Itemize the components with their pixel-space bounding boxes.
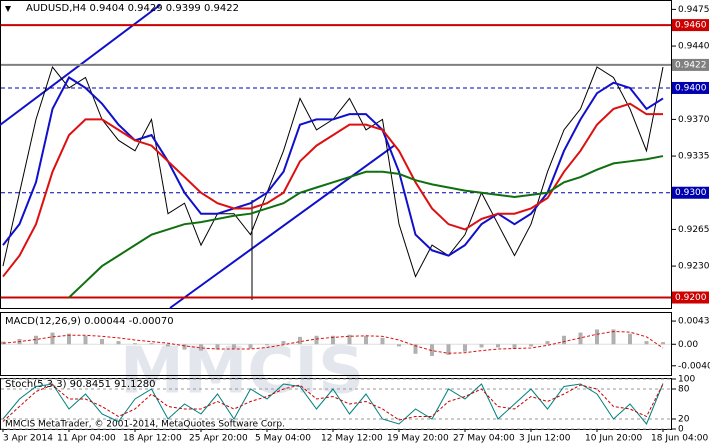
macd-bar	[413, 344, 418, 354]
stoch-panel	[0, 378, 672, 430]
macd-panel	[0, 312, 672, 376]
macd-bar	[215, 344, 220, 350]
level-box	[672, 291, 709, 304]
macd-bar	[314, 335, 319, 345]
macd-bar	[512, 344, 517, 349]
level-label: 0.9300	[675, 188, 707, 198]
macd-bar	[529, 344, 533, 347]
x-tick-label: 3 Jun 12:00	[519, 434, 571, 444]
y-tick-label: 0.9440	[678, 42, 710, 52]
macd-bar	[182, 344, 187, 350]
macd-bar	[661, 342, 665, 345]
macd-bar	[628, 333, 632, 345]
panel-title: Stoch(5,3,3) 90.8451 91.1280	[5, 379, 156, 390]
macd-bar	[463, 344, 467, 352]
macd-bar	[562, 335, 566, 345]
macd-bar	[644, 341, 649, 345]
x-tick-label: 10 Jun 20:00	[585, 434, 642, 444]
x-tick-label: 11 Apr 04:00	[57, 434, 116, 444]
macd-bar	[232, 344, 236, 349]
macd-bar	[67, 333, 71, 345]
macd-bar	[248, 344, 253, 349]
macd-bar	[298, 336, 302, 345]
macd-bar	[199, 344, 203, 351]
series-line	[68, 155, 664, 299]
macd-bar	[83, 335, 88, 345]
macd-bar	[446, 344, 451, 355]
x-tick-label: 18 Jun 04:00	[651, 434, 708, 444]
level-label: 0.9200	[675, 293, 707, 303]
y-tick-label: 0.9230	[678, 262, 710, 272]
trend-line	[169, 144, 396, 309]
level-label: 0.9422	[675, 60, 707, 70]
macd-bar	[364, 335, 368, 345]
level-box	[672, 186, 709, 199]
macd-bar	[133, 343, 137, 345]
series-line	[2, 76, 664, 257]
macd-bar	[611, 329, 616, 345]
x-tick-label: 5 May 04:00	[255, 434, 311, 444]
y-tick-label: 100	[678, 375, 695, 385]
macd-bar	[430, 344, 434, 356]
macd-bar	[380, 337, 385, 345]
macd-bar	[149, 343, 154, 345]
macd-bar	[100, 338, 104, 345]
y-tick-label: 0	[678, 425, 684, 435]
x-tick-label: 12 May 12:00	[321, 434, 383, 444]
y-tick-label: 0.9335	[678, 152, 710, 162]
panel-title: MACD(12,26,9) 0.00044 -0.00070	[5, 316, 174, 327]
watermark: MMCIS	[120, 335, 364, 409]
macd-bar	[347, 334, 352, 345]
macd-bar	[281, 341, 286, 345]
macd-bar	[265, 344, 269, 346]
macd-bar	[595, 329, 599, 345]
y-tick-label: 20	[678, 415, 690, 425]
macd-bar	[397, 344, 401, 347]
macd-bar	[331, 335, 335, 345]
level-box	[672, 58, 709, 71]
macd-bar	[578, 332, 583, 345]
footer: MMCIS MetaTrader, © 2001-2014, MetaQuote…	[5, 420, 285, 430]
level-box	[672, 19, 709, 32]
x-tick-label: 25 Apr 20:00	[189, 434, 248, 444]
x-tick-label: 3 Apr 2014	[3, 434, 53, 444]
panel-title: AUDUSD,H4 0.9404 0.9429 0.9399 0.9422	[26, 3, 239, 14]
y-tick-label: 0.00	[678, 340, 698, 350]
x-tick-label: 19 May 20:00	[387, 434, 449, 444]
level-label: 0.9400	[675, 83, 707, 93]
level-label: 0.9460	[675, 21, 707, 31]
series-line	[2, 383, 664, 425]
y-tick-label: -0.00406	[678, 361, 710, 371]
x-tick-label: 27 May 04:00	[453, 434, 515, 444]
macd-bar	[479, 344, 484, 348]
series-line	[2, 383, 664, 422]
series-line	[2, 331, 664, 354]
y-tick-label: 80	[678, 385, 690, 395]
main-panel	[0, 0, 672, 309]
macd-bar	[34, 335, 38, 345]
macd-bar	[166, 344, 170, 347]
macd-bar	[50, 332, 55, 345]
y-tick-label: 0.00438	[678, 317, 710, 327]
y-tick-label: 0.9370	[678, 115, 710, 125]
x-tick-label: 18 Apr 12:00	[123, 434, 182, 444]
macd-bar	[545, 341, 550, 345]
level-box	[672, 81, 709, 94]
y-tick-label: 0.9475	[678, 5, 710, 15]
y-tick-label: 0.9265	[678, 225, 710, 235]
macd-bar	[116, 341, 121, 345]
macd-bar	[496, 344, 500, 348]
header-icon	[5, 6, 11, 12]
